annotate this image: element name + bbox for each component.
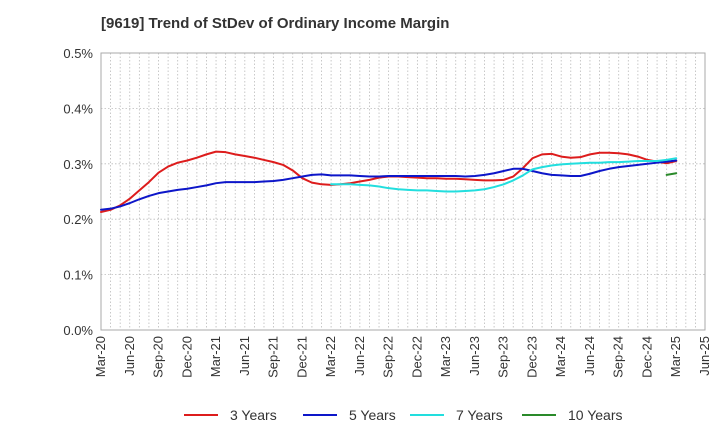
legend-item-10-years: 10 Years	[522, 404, 623, 426]
series-line-10-years	[665, 172, 678, 176]
legend-label: 7 Years	[456, 407, 503, 423]
chart-title: [9619] Trend of StDev of Ordinary Income…	[101, 15, 450, 32]
legend-item-3-years: 3 Years	[184, 404, 277, 426]
legend-swatch	[184, 414, 218, 416]
x-tick-label: Mar-23	[438, 336, 453, 377]
x-tick-label: Jun-25	[697, 336, 712, 376]
x-tick-label: Sep-21	[266, 336, 281, 378]
legend-label: 10 Years	[568, 407, 623, 423]
x-tick-label: Jun-21	[237, 336, 252, 376]
plot-area-frame	[100, 52, 706, 331]
x-tick-label: Mar-24	[553, 336, 568, 377]
x-tick-label: Sep-24	[611, 336, 626, 378]
x-tick-label: Sep-20	[151, 336, 166, 378]
y-tick-label: 0.1%	[63, 268, 93, 283]
x-tick-label: Sep-23	[496, 336, 511, 378]
x-tick-label: Dec-20	[179, 336, 194, 378]
legend-swatch	[522, 414, 556, 416]
series-lines	[100, 150, 678, 213]
series-line-7-years	[330, 157, 678, 193]
legend-item-7-years: 7 Years	[410, 404, 503, 426]
y-tick-label: 0.5%	[63, 46, 93, 61]
x-tick-label: Mar-20	[93, 336, 108, 377]
y-tick-label: 0.0%	[63, 323, 93, 338]
legend-swatch	[410, 414, 444, 416]
legend-label: 3 Years	[230, 407, 277, 423]
series-line-3-years	[100, 150, 678, 213]
legend-swatch	[303, 414, 337, 416]
legend-item-5-years: 5 Years	[303, 404, 396, 426]
y-tick-label: 0.2%	[63, 212, 93, 227]
legend-label: 5 Years	[349, 407, 396, 423]
legend: 3 Years 5 Years 7 Years 10 Years	[0, 404, 720, 426]
series-line-5-years	[100, 159, 678, 211]
x-tick-label: Jun-24	[582, 336, 597, 376]
y-tick-label: 0.4%	[63, 101, 93, 116]
y-tick-label: 0.3%	[63, 157, 93, 172]
x-tick-label: Jun-23	[467, 336, 482, 376]
x-tick-label: Jun-20	[122, 336, 137, 376]
x-tick-label: Jun-22	[352, 336, 367, 376]
x-tick-label: Dec-24	[639, 336, 654, 378]
x-tick-label: Dec-22	[409, 336, 424, 378]
grid	[101, 53, 705, 330]
x-tick-label: Mar-21	[208, 336, 223, 377]
x-tick-label: Sep-22	[381, 336, 396, 378]
x-tick-label: Dec-21	[294, 336, 309, 378]
x-axis-ticks: Mar-20 Jun-20 Sep-20 Dec-20 Mar-21 Jun-21 Sep-…	[93, 336, 712, 378]
x-tick-label: Dec-23	[524, 336, 539, 378]
x-tick-label: Mar-25	[668, 336, 683, 377]
y-axis-ticks: 0.0% 0.1% 0.2% 0.3% 0.4% 0.5%	[63, 46, 93, 338]
x-tick-label: Mar-22	[323, 336, 338, 377]
